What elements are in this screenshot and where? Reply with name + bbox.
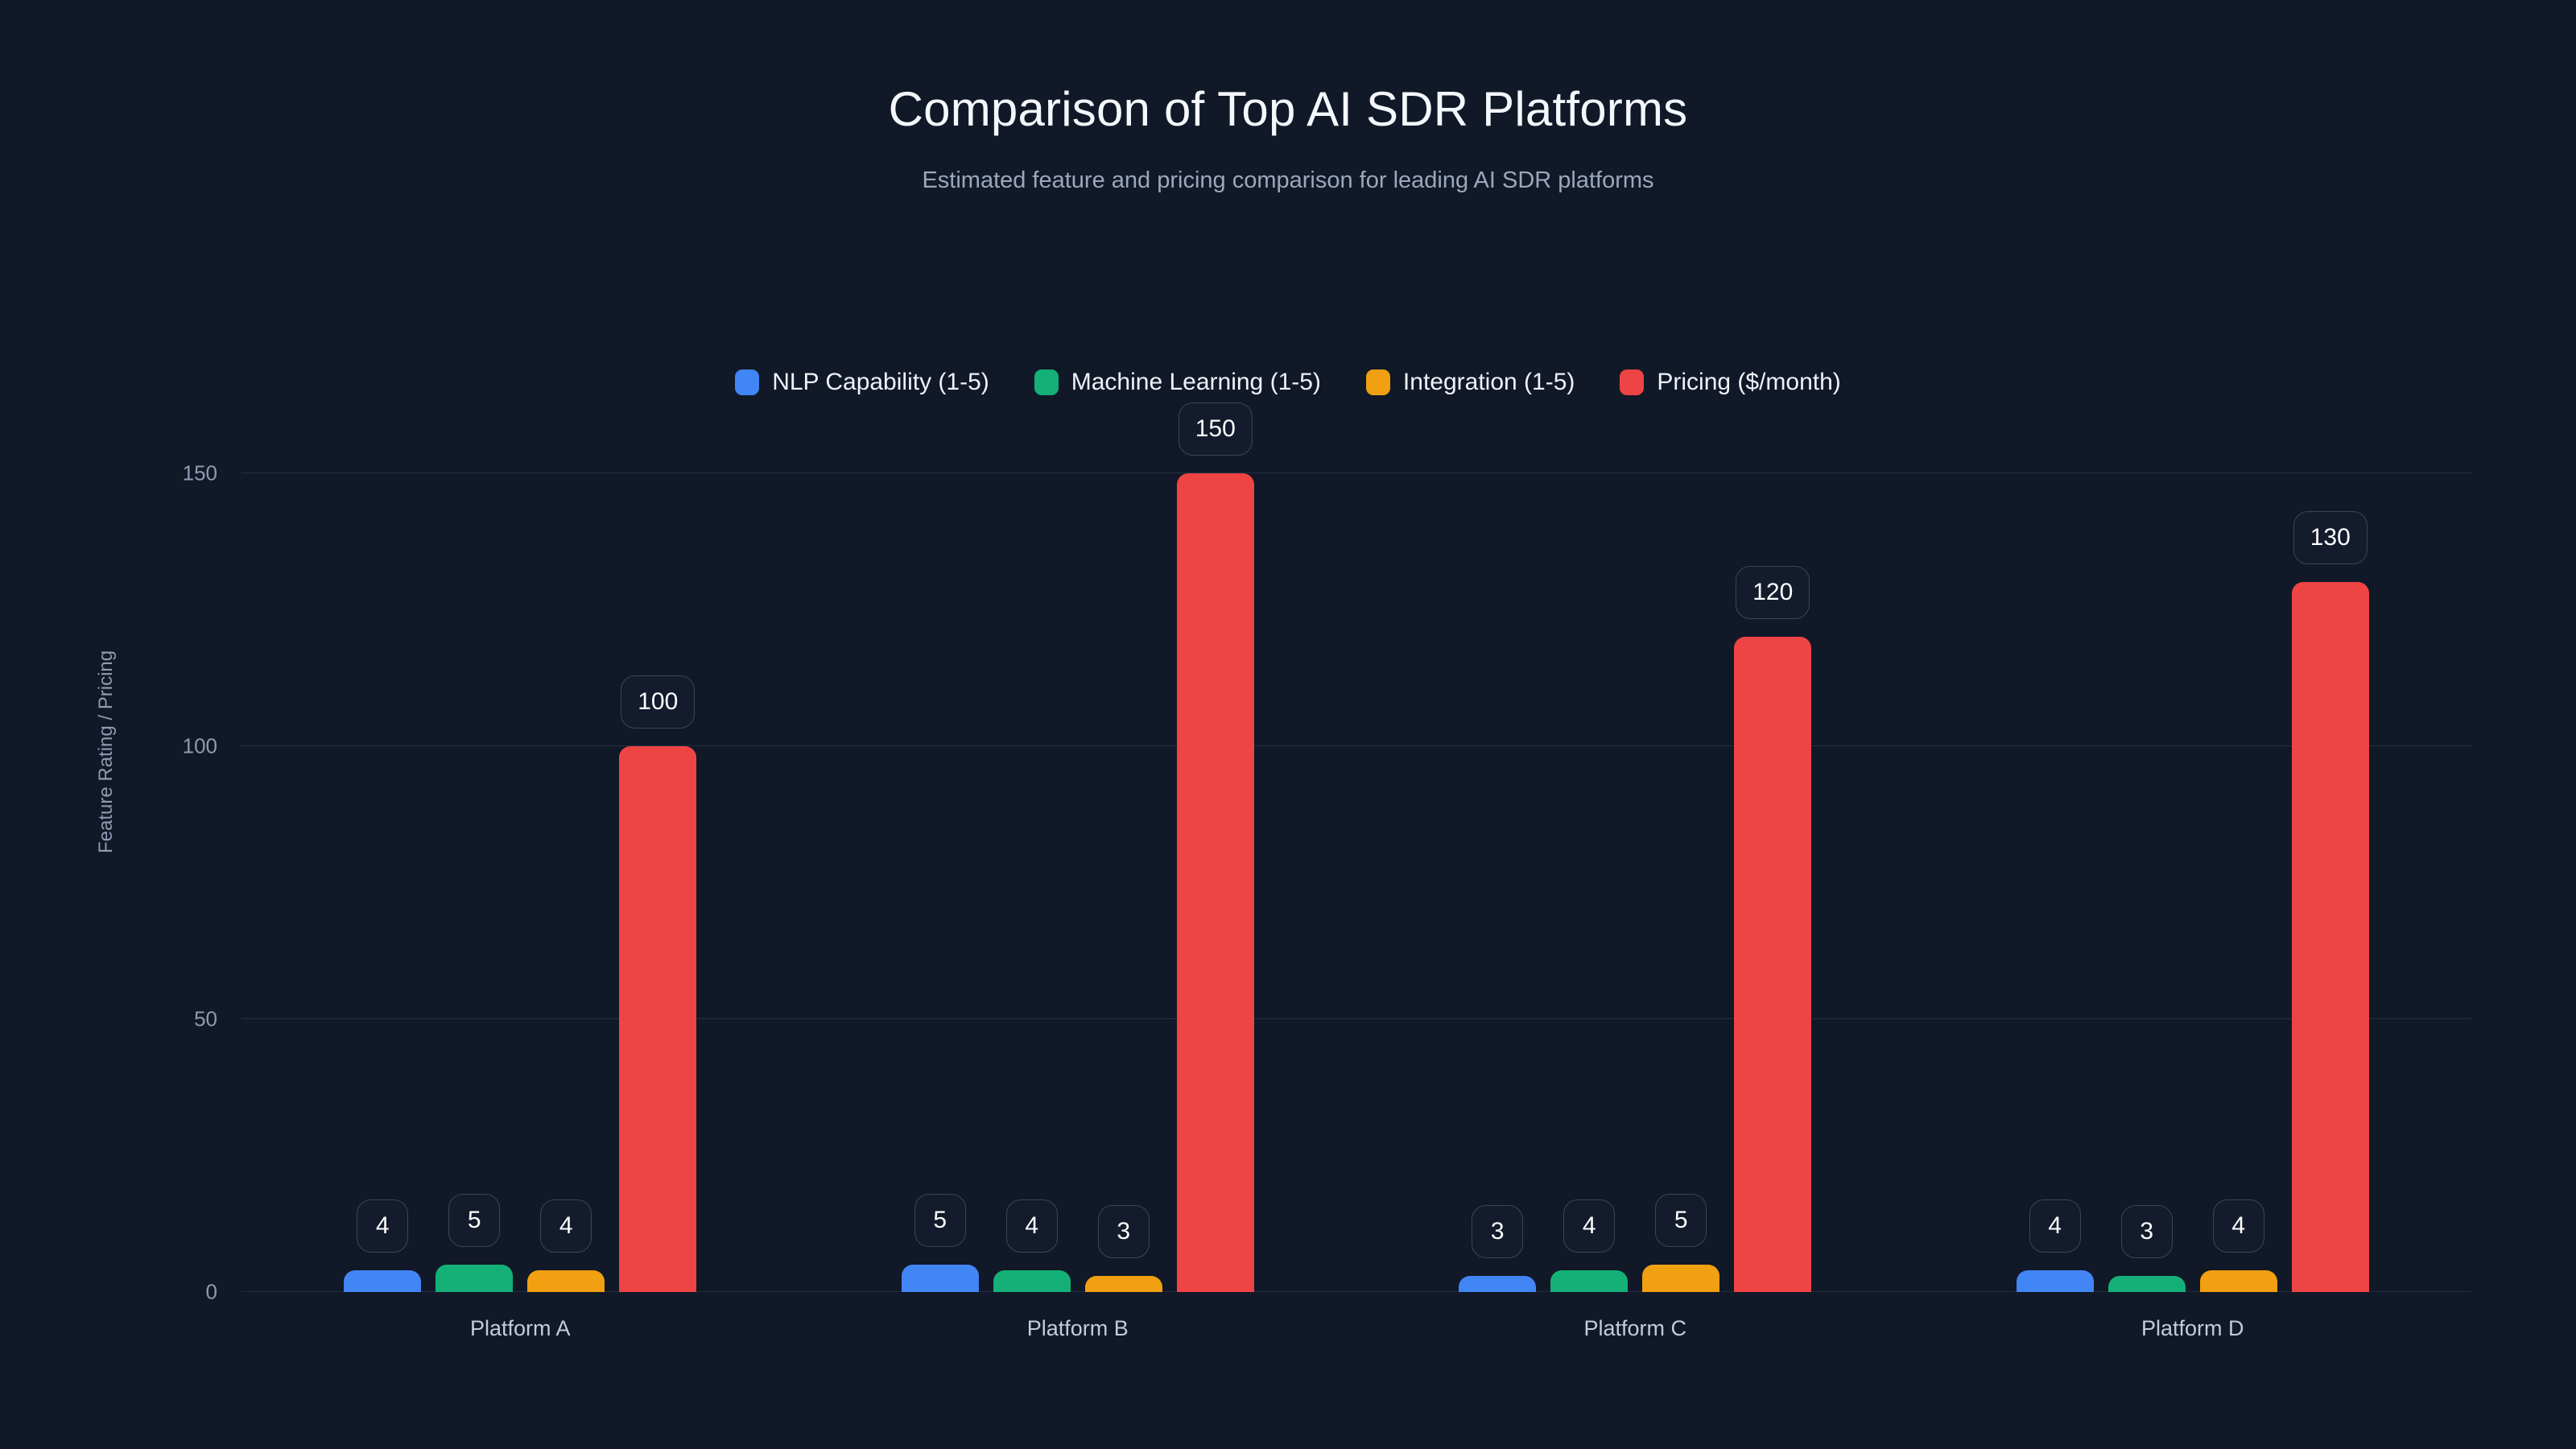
- page-title: Comparison of Top AI SDR Platforms: [888, 82, 1688, 136]
- bar-value-label: 130: [2293, 511, 2368, 565]
- x-axis-group-label: Platform A: [469, 1316, 571, 1340]
- legend-swatch-icon: [1034, 369, 1059, 395]
- y-axis-tick-label: 50: [194, 1006, 217, 1031]
- legend-item-2[interactable]: Integration (1-5): [1365, 369, 1575, 396]
- chart-header: Comparison of Top AI SDR Platforms Estim…: [0, 0, 2576, 194]
- legend-swatch-icon: [1620, 369, 1645, 395]
- bar-value-label: 150: [1178, 402, 1253, 456]
- bar[interactable]: [993, 1269, 1071, 1292]
- gridline: [242, 1291, 2471, 1292]
- x-axis-group-label: Platform B: [1026, 1316, 1129, 1340]
- plot-area: 4 5 4 100 5 4 3 150 3 4 5 120 4 3 4 130 Platform A Platf…: [242, 402, 2471, 1340]
- bar-value-label: 4: [2029, 1199, 2081, 1253]
- bar-value-label: 5: [914, 1194, 966, 1248]
- legend-item-0[interactable]: NLP Capability (1-5): [735, 369, 989, 396]
- bar-value-label: 3: [1472, 1204, 1524, 1258]
- legend-item-3[interactable]: Pricing ($/month): [1620, 369, 1841, 396]
- legend-item-label: Machine Learning (1-5): [1071, 369, 1321, 395]
- bar[interactable]: [1459, 1275, 1537, 1292]
- bar[interactable]: [2199, 1269, 2277, 1292]
- legend-swatch-icon: [1365, 369, 1390, 395]
- bar-value-label: 3: [1097, 1204, 1150, 1258]
- x-axis-group-label: Platform D: [2140, 1316, 2244, 1340]
- y-axis-tick-label: 150: [182, 460, 217, 485]
- bar-value-label: 5: [1655, 1194, 1707, 1248]
- bar-value-label: 100: [621, 675, 696, 729]
- chart-subtitle: Estimated feature and pricing comparison…: [922, 167, 1654, 193]
- bar-value-label: 4: [1563, 1199, 1616, 1253]
- bar[interactable]: [344, 1269, 422, 1292]
- gridline: [242, 745, 2471, 746]
- bar[interactable]: [436, 1265, 514, 1292]
- bar[interactable]: [1642, 1265, 1720, 1292]
- y-axis-tick-label: 100: [182, 733, 217, 758]
- bar[interactable]: [1084, 1275, 1162, 1292]
- bar-value-label: 5: [448, 1194, 501, 1248]
- bar-value-label: 4: [540, 1199, 592, 1253]
- bar-value-label: 3: [2120, 1204, 2173, 1258]
- gridline: [242, 1018, 2471, 1019]
- bar[interactable]: [2016, 1269, 2094, 1292]
- y-axis-tick-label: 0: [205, 1279, 217, 1304]
- chart-legend[interactable]: NLP Capability (1-5) Machine Learning (1-…: [0, 369, 2576, 396]
- legend-item-1[interactable]: Machine Learning (1-5): [1034, 369, 1321, 396]
- legend-item-label: NLP Capability (1-5): [772, 369, 989, 395]
- bar[interactable]: [1550, 1269, 1629, 1292]
- bar-value-label: 120: [1736, 566, 1810, 620]
- bar[interactable]: [619, 745, 697, 1292]
- bar[interactable]: [901, 1265, 979, 1292]
- bar-value-label: 4: [1005, 1199, 1058, 1253]
- bar-value-label: 4: [2212, 1199, 2264, 1253]
- bar[interactable]: [527, 1269, 605, 1292]
- bar[interactable]: [1734, 637, 1812, 1292]
- bar-value-label: 4: [357, 1199, 409, 1253]
- x-axis-group-label: Platform C: [1583, 1316, 1687, 1340]
- legend-swatch-icon: [735, 369, 760, 395]
- bar[interactable]: [2107, 1275, 2186, 1292]
- y-axis-title: Feature Rating / Pricing: [95, 650, 117, 853]
- legend-item-label: Pricing ($/month): [1657, 369, 1841, 395]
- bar[interactable]: [1176, 473, 1254, 1292]
- bar[interactable]: [2291, 582, 2369, 1292]
- legend-item-label: Integration (1-5): [1402, 369, 1575, 395]
